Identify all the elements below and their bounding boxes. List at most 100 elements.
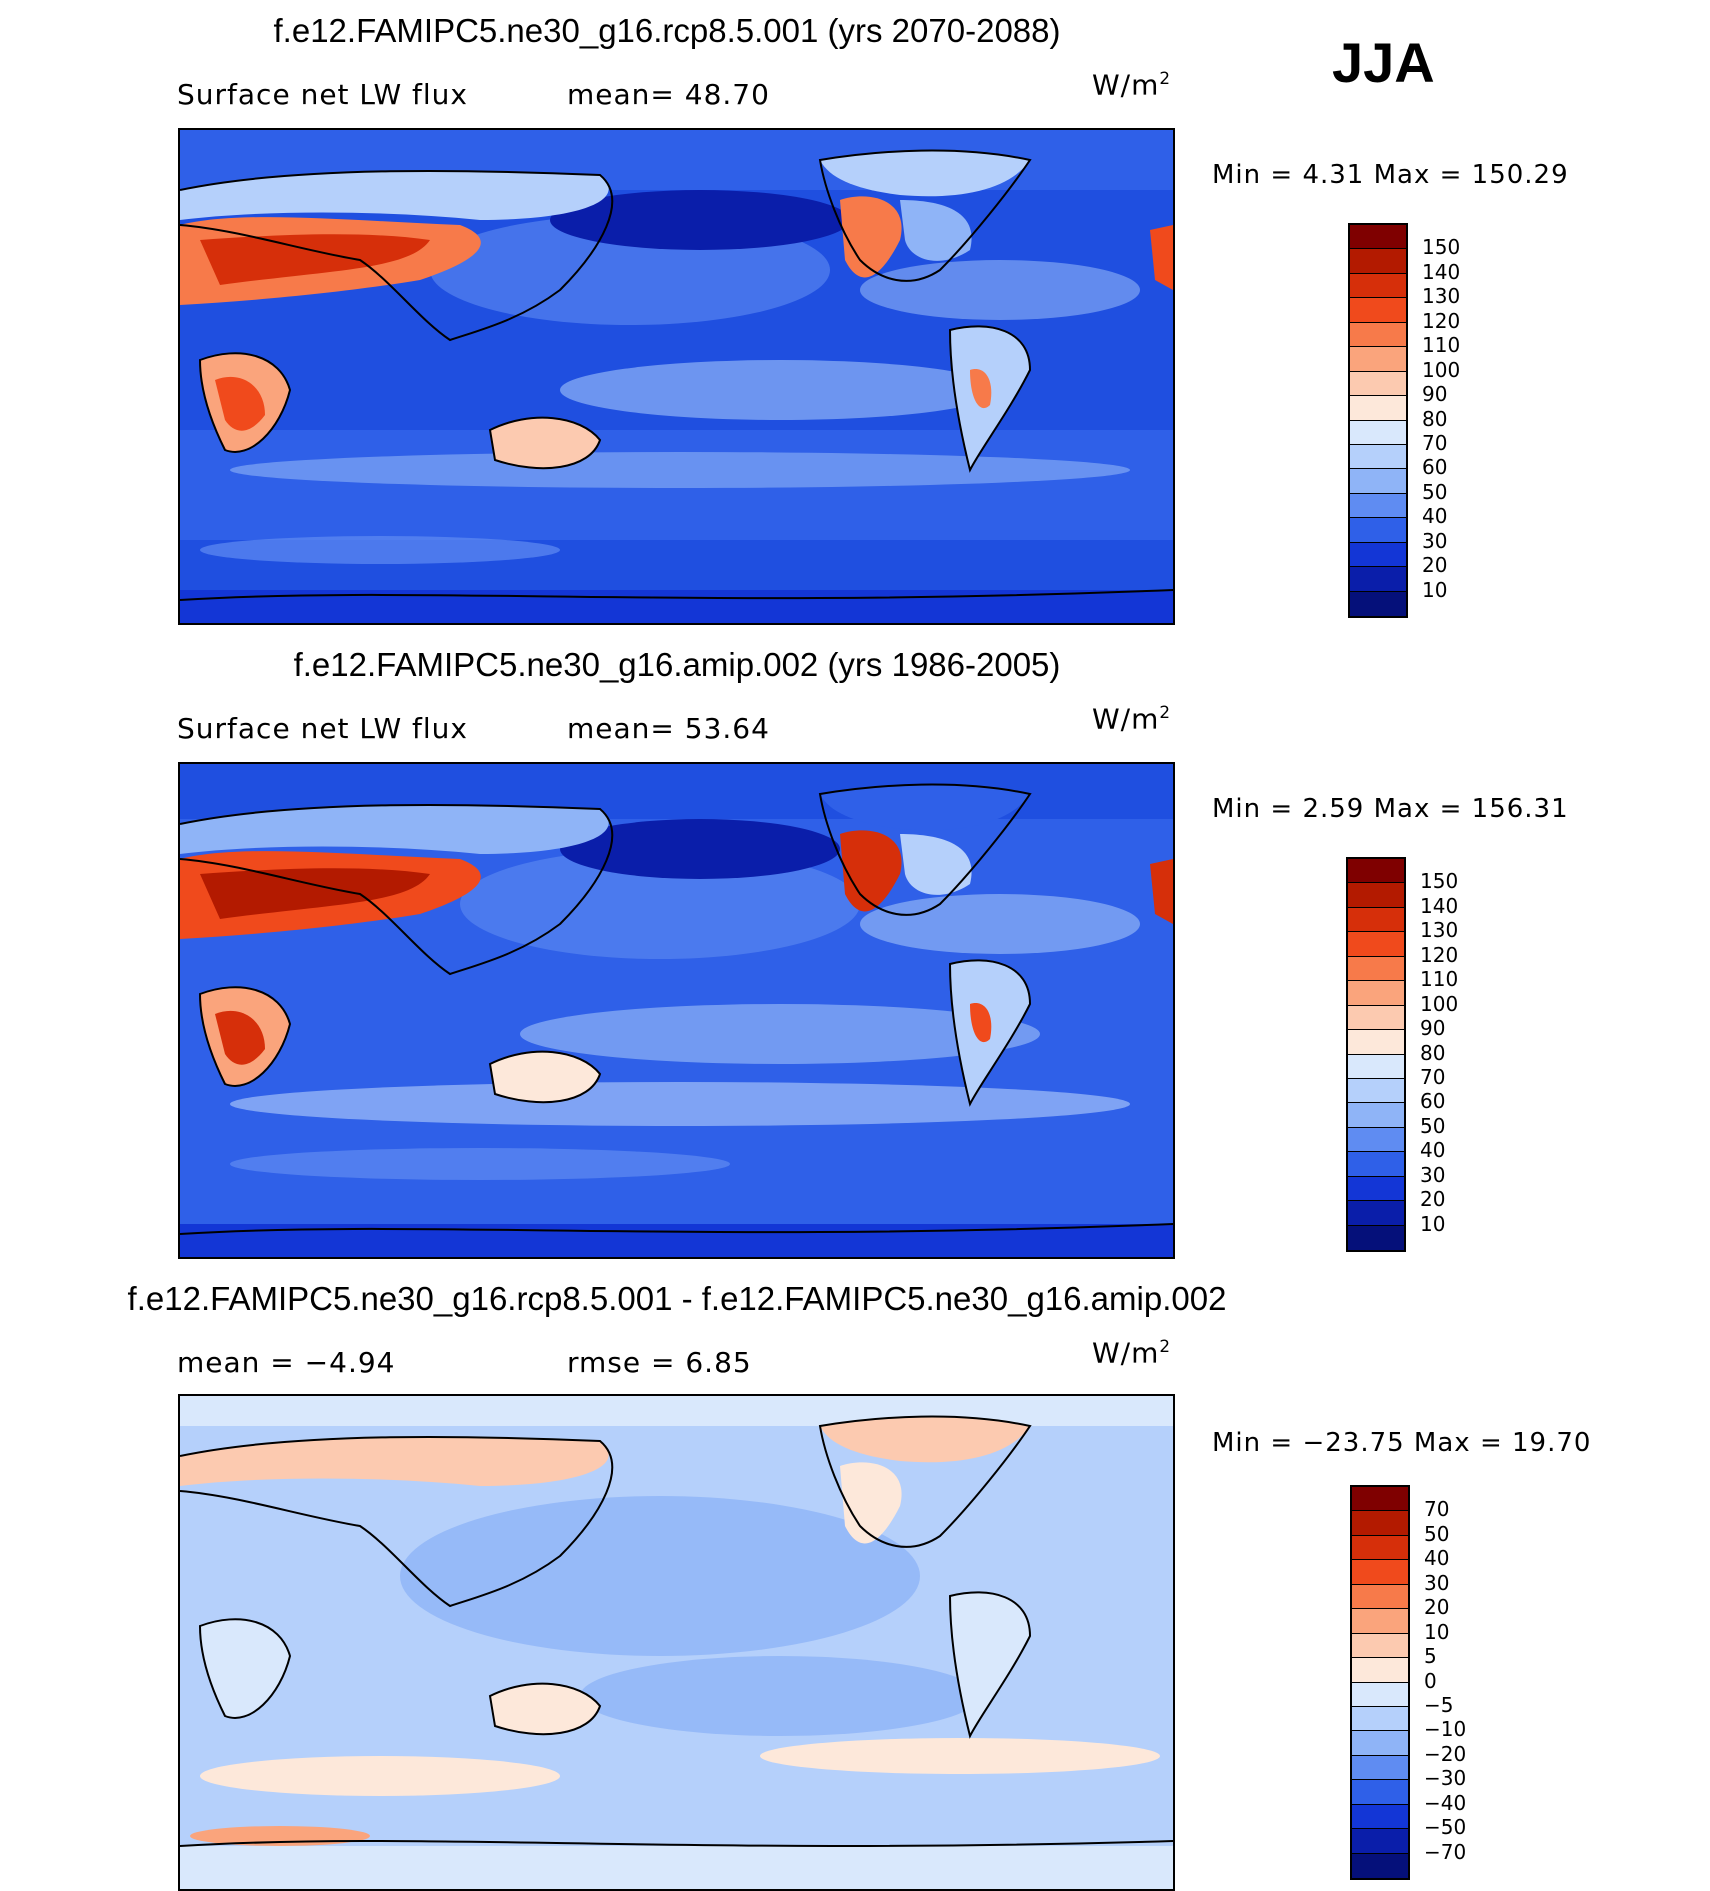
panel-2-minmax: Min = 2.59 Max = 156.31 xyxy=(1212,794,1569,824)
panel-1-colorbar-labels: 150 140 130 120 110 100 90 80 70 60 50 40 30 20 10 xyxy=(1422,223,1502,618)
colorbar-segment xyxy=(1350,518,1406,543)
colorbar-tick-label: 70 xyxy=(1420,1064,1446,1089)
colorbar-segment xyxy=(1352,1584,1408,1610)
colorbar-tick-label: 150 xyxy=(1420,869,1459,894)
colorbar-tick-label: 130 xyxy=(1422,284,1461,309)
colorbar-tick-label: 80 xyxy=(1422,406,1448,431)
colorbar-segment xyxy=(1350,225,1406,250)
colorbar-segment xyxy=(1350,444,1406,470)
colorbar-segment xyxy=(1352,1511,1408,1536)
panel-3-rmse-label: rmse = 6.85 xyxy=(567,1346,752,1379)
panel-2-map xyxy=(178,762,1175,1259)
colorbar-tick-label: 40 xyxy=(1422,504,1448,529)
panel-1-minmax: Min = 4.31 Max = 150.29 xyxy=(1212,160,1569,190)
panel-2-variable-label: Surface net LW flux xyxy=(177,712,468,745)
panel-1-title: f.e12.FAMIPC5.ne30_g16.rcp8.5.001 (yrs 2… xyxy=(273,12,1061,49)
colorbar-segment xyxy=(1350,396,1406,421)
colorbar-tick-label: 5 xyxy=(1424,1644,1437,1669)
colorbar-tick-label: −10 xyxy=(1424,1717,1467,1742)
colorbar-tick-label: 50 xyxy=(1422,479,1448,504)
colorbar-segment xyxy=(1348,1005,1404,1031)
colorbar-segment xyxy=(1350,567,1406,592)
colorbar-tick-label: 40 xyxy=(1420,1138,1446,1163)
colorbar-segment xyxy=(1352,1682,1408,1707)
colorbar-segment xyxy=(1352,1780,1408,1805)
colorbar-tick-label: 50 xyxy=(1420,1113,1446,1138)
colorbar-tick-label: 30 xyxy=(1424,1570,1450,1595)
colorbar-tick-label: 30 xyxy=(1420,1162,1446,1187)
panel-3-mean-label: mean = −4.94 xyxy=(177,1346,396,1379)
colorbar-segment xyxy=(1348,1078,1404,1104)
colorbar-tick-label: 10 xyxy=(1420,1211,1446,1236)
panel-3-units: W/m2 xyxy=(1092,1336,1172,1370)
panel-3-map-graphic xyxy=(180,1396,1173,1889)
colorbar-segment xyxy=(1352,1535,1408,1561)
panel-1-mean-label: mean= 48.70 xyxy=(567,78,770,111)
colorbar-segment xyxy=(1348,1201,1404,1226)
panel-2-mean-label: mean= 53.64 xyxy=(567,712,770,745)
colorbar-tick-label: 140 xyxy=(1420,893,1459,918)
colorbar-segment xyxy=(1352,1804,1408,1830)
panel-1-colorbar xyxy=(1348,223,1408,618)
colorbar-tick-label: 100 xyxy=(1420,991,1459,1016)
colorbar-tick-label: 40 xyxy=(1424,1546,1450,1571)
colorbar-segment xyxy=(1348,883,1404,908)
colorbar-tick-label: 30 xyxy=(1422,528,1448,553)
colorbar-tick-label: 90 xyxy=(1420,1016,1446,1041)
colorbar-segment xyxy=(1350,542,1406,568)
colorbar-segment xyxy=(1352,1755,1408,1781)
colorbar-tick-label: 120 xyxy=(1420,942,1459,967)
panel-3-colorbar-labels: 70 50 40 30 20 10 5 0 −5 −10 −20 −30 −40 −50 −70 xyxy=(1424,1485,1514,1880)
colorbar-segment xyxy=(1350,420,1406,445)
colorbar-segment xyxy=(1350,493,1406,519)
colorbar-segment xyxy=(1352,1658,1408,1683)
colorbar-tick-label: 100 xyxy=(1422,357,1461,382)
colorbar-tick-label: 60 xyxy=(1422,455,1448,480)
colorbar-tick-label: 80 xyxy=(1420,1040,1446,1065)
colorbar-segment xyxy=(1348,1152,1404,1177)
colorbar-tick-label: −5 xyxy=(1424,1692,1454,1717)
colorbar-segment xyxy=(1348,859,1404,884)
colorbar-tick-label: 20 xyxy=(1424,1595,1450,1620)
colorbar-tick-label: 150 xyxy=(1422,235,1461,260)
colorbar-segment xyxy=(1350,469,1406,494)
colorbar-segment xyxy=(1352,1829,1408,1854)
colorbar-tick-label: 120 xyxy=(1422,308,1461,333)
colorbar-tick-label: −70 xyxy=(1424,1839,1467,1864)
colorbar-segment xyxy=(1350,273,1406,299)
colorbar-segment xyxy=(1352,1487,1408,1512)
colorbar-segment xyxy=(1352,1560,1408,1585)
colorbar-tick-label: −40 xyxy=(1424,1790,1467,1815)
colorbar-segment xyxy=(1350,249,1406,274)
colorbar-tick-label: 60 xyxy=(1420,1089,1446,1114)
colorbar-segment xyxy=(1350,322,1406,348)
colorbar-tick-label: 50 xyxy=(1424,1521,1450,1546)
colorbar-segment xyxy=(1352,1609,1408,1634)
colorbar-tick-label: 20 xyxy=(1422,553,1448,578)
panel-2-colorbar xyxy=(1346,857,1406,1252)
colorbar-tick-label: 70 xyxy=(1422,430,1448,455)
colorbar-segment xyxy=(1348,1225,1404,1250)
colorbar-tick-label: 130 xyxy=(1420,918,1459,943)
colorbar-tick-label: 0 xyxy=(1424,1668,1437,1693)
colorbar-tick-label: 20 xyxy=(1420,1187,1446,1212)
colorbar-segment xyxy=(1350,591,1406,616)
panel-3-colorbar xyxy=(1350,1485,1410,1880)
colorbar-segment xyxy=(1350,371,1406,397)
colorbar-segment xyxy=(1348,1127,1404,1153)
colorbar-segment xyxy=(1348,1176,1404,1202)
panel-2-title: f.e12.FAMIPC5.ne30_g16.amip.002 (yrs 198… xyxy=(293,646,1061,683)
colorbar-segment xyxy=(1348,1054,1404,1079)
panel-1-variable-label: Surface net LW flux xyxy=(177,78,468,111)
colorbar-segment xyxy=(1348,932,1404,957)
colorbar-tick-label: 10 xyxy=(1422,577,1448,602)
panel-3-title: f.e12.FAMIPC5.ne30_g16.rcp8.5.001 - f.e1… xyxy=(127,1280,1227,1317)
colorbar-segment xyxy=(1348,981,1404,1006)
panel-2-units: W/m2 xyxy=(1092,702,1172,736)
colorbar-tick-label: −50 xyxy=(1424,1815,1467,1840)
colorbar-segment xyxy=(1350,347,1406,372)
season-label: JJA xyxy=(1332,31,1435,94)
panel-1-map-graphic xyxy=(180,130,1173,623)
panel-1-units: W/m2 xyxy=(1092,68,1172,102)
colorbar-tick-label: 140 xyxy=(1422,259,1461,284)
